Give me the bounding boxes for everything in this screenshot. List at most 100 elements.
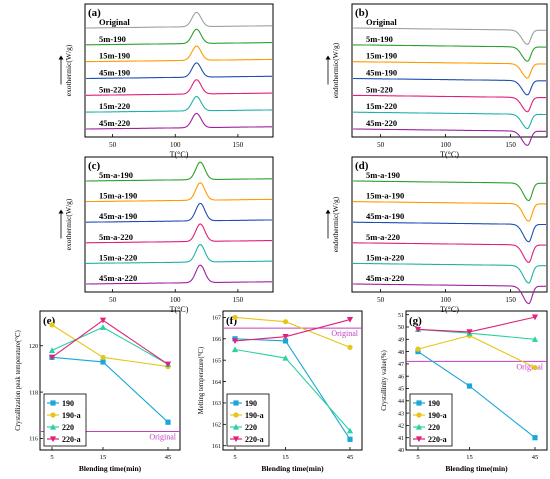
curve-label: 15m-220: [366, 101, 397, 111]
curve-15m-220: [85, 96, 272, 113]
panel-label: (a): [88, 7, 101, 19]
curve-label: 45m-a-190: [366, 211, 404, 221]
legend-entry: 220: [62, 423, 74, 432]
curve-15m-a-220: [86, 244, 272, 264]
curve-45m-220: [353, 128, 546, 146]
curve-label: 45m-a-190: [99, 211, 137, 221]
x-axis-label: Blending time(min): [79, 464, 142, 473]
legend-entry: 190-a: [245, 411, 264, 420]
curve-15m-a-190: [86, 182, 272, 203]
x-axis-label: T(°C): [440, 150, 459, 159]
y-tick-label: 166: [212, 337, 221, 343]
x-tick-label: 45: [532, 454, 539, 461]
x-tick-label: 100: [440, 141, 451, 149]
y-axis-label: Melting temperature(°C): [198, 347, 205, 414]
y-tick-label: 165: [212, 358, 221, 364]
curve-label: Original: [99, 17, 130, 27]
x-axis-label: T(°C): [170, 150, 189, 159]
y-tick-label: 48: [398, 350, 404, 356]
x-tick-label: 5: [50, 454, 53, 461]
curve-label: 5m-a-220: [366, 232, 400, 242]
x-axis-label: T(°C): [170, 305, 189, 314]
data-point-220: [282, 354, 289, 361]
curve-label: 5m-220: [99, 84, 126, 94]
curve-label: 45m-a-220: [366, 273, 404, 283]
curve-label: 5m-190: [366, 34, 393, 44]
legend-entry: 190-a: [428, 411, 447, 420]
curve-label: 45m-a-220: [99, 273, 137, 283]
curve-label: 15m-a-190: [99, 191, 137, 201]
curve-45m-a-190: [86, 202, 272, 223]
y-tick-label: 46: [398, 374, 404, 380]
reference-label: Original: [516, 362, 543, 371]
y-tick-label: 51: [398, 313, 404, 319]
data-point-190-a: [532, 364, 538, 371]
panel-label: (d): [355, 160, 369, 172]
curve-5m-a-220: [353, 242, 546, 264]
curve-label: 15m-a-220: [366, 252, 404, 262]
panel-b: 50 100 150 T(°C) endothermic(W/g) (b)Original…: [325, 3, 548, 159]
y-axis-label: exothermic(W/g): [64, 44, 73, 96]
data-point-220: [346, 427, 354, 434]
x-tick-label: 150: [505, 296, 516, 304]
legend-marker: [232, 436, 240, 443]
y-axis-label: endothermic(W/g): [331, 196, 340, 252]
y-tick-label: 49: [398, 337, 404, 343]
data-point-220-a: [414, 326, 422, 333]
data-point-220: [531, 336, 539, 342]
legend-entry: 190: [62, 399, 74, 408]
plot-frame: [39, 310, 181, 451]
x-tick-label: 150: [233, 141, 244, 149]
panel-e: 5 15 45 Blending time(min) 116 118 120 Crystall…: [15, 310, 181, 473]
x-tick-label: 45: [165, 454, 172, 461]
curve-label: 45m-190: [99, 68, 130, 78]
data-point-220: [99, 324, 107, 330]
curve-5m-a-220: [86, 223, 272, 244]
data-point-220: [231, 346, 239, 353]
data-point-190-a: [232, 314, 238, 321]
y-tick-label: 164: [212, 380, 221, 386]
x-tick-label: 5: [416, 454, 419, 461]
y-axis-label: Crystallization peak temperature(°C): [15, 330, 22, 430]
data-point-220-a: [48, 354, 56, 361]
curve-5m-220: [86, 79, 272, 96]
heat-direction-arrowhead: [325, 55, 331, 60]
x-axis-label: Blending time(min): [445, 464, 508, 473]
curve-label: 5m-220: [366, 84, 393, 94]
y-tick-label: 47: [398, 362, 404, 368]
heat-direction-arrowhead: [58, 55, 64, 60]
y-tick-label: 120: [29, 344, 38, 350]
curve-45m-a-220: [86, 264, 272, 285]
curve-label: 45m-220: [99, 118, 130, 128]
legend-marker: [232, 423, 240, 430]
x-tick-label: 50: [109, 141, 117, 149]
data-point-190: [466, 383, 473, 389]
data-point-190: [165, 419, 171, 425]
y-tick-label: 45: [398, 387, 404, 393]
x-tick-label: 100: [170, 141, 181, 149]
x-tick-label: 45: [347, 454, 354, 461]
data-point-220-a: [99, 317, 107, 324]
panel-label: (g): [409, 315, 422, 327]
legend-entry: 220-a: [62, 435, 81, 444]
y-tick-label: 50: [398, 325, 404, 331]
y-tick-label: 118: [29, 390, 38, 396]
legend-marker: [50, 400, 56, 406]
curve-15m-a-190: [353, 201, 546, 222]
legend-entry: 190-a: [62, 411, 81, 420]
curve-label: 5m-a-220: [99, 232, 133, 242]
y-axis-label: Crystallinity value(%): [381, 350, 388, 411]
data-point-220-a: [466, 329, 473, 336]
curve-label: 5m-a-190: [99, 170, 133, 180]
curve-15m-a-220: [353, 262, 546, 284]
x-tick-label: 5: [233, 454, 236, 461]
x-tick-label: 50: [109, 296, 117, 304]
y-tick-label: 161: [212, 444, 221, 450]
legend-entry: 220: [245, 423, 257, 432]
reference-label: Original: [149, 432, 176, 441]
x-tick-label: 50: [377, 141, 385, 149]
data-point-190-a: [100, 354, 106, 360]
data-point-190-a: [347, 344, 353, 350]
data-point-190: [532, 435, 538, 441]
